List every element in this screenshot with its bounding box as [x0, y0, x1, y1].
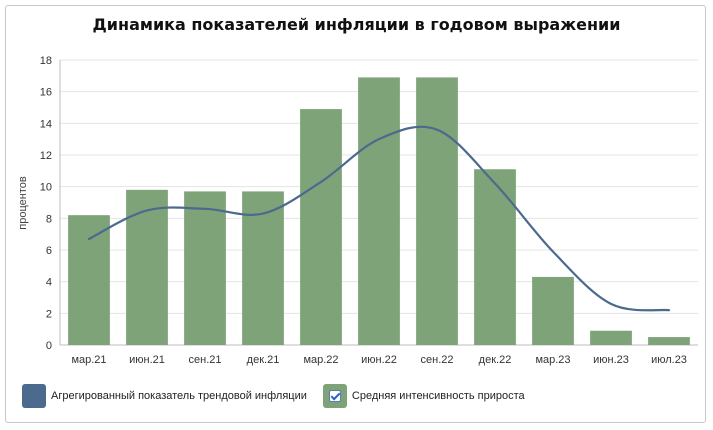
y-tick-label: 12 — [40, 150, 52, 162]
legend-label-intensity: Средняя интенсивность прироста — [351, 390, 525, 402]
bar[interactable] — [300, 109, 342, 345]
bar[interactable] — [358, 77, 400, 346]
y-tick-label: 4 — [46, 277, 52, 289]
y-tick-label: 0 — [46, 340, 52, 352]
checkbox-checked-icon[interactable] — [328, 390, 341, 402]
legend-item-trend[interactable]: Агрегированный показатель трендовой инфл… — [22, 384, 307, 408]
x-tick-label: дек.22 — [479, 354, 512, 366]
chart-frame — [5, 5, 706, 423]
legend: Агрегированный показатель трендовой инфл… — [22, 384, 541, 408]
y-tick-label: 14 — [40, 118, 52, 130]
x-tick-label: июн.22 — [361, 354, 397, 366]
legend-swatch-trend — [22, 384, 46, 408]
x-tick-label: мар.21 — [71, 354, 106, 366]
bar[interactable] — [474, 169, 516, 345]
y-axis-label: процентов — [17, 176, 29, 230]
bar[interactable] — [648, 337, 690, 345]
chart-title: Динамика показателей инфляции в годовом … — [92, 15, 621, 34]
legend-label-trend: Агрегированный показатель трендовой инфл… — [51, 390, 307, 402]
y-tick-label: 10 — [40, 182, 52, 194]
bar[interactable] — [590, 330, 632, 345]
bar[interactable] — [184, 191, 226, 345]
y-tick-label: 2 — [46, 308, 52, 320]
x-tick-label: июл.23 — [651, 354, 687, 366]
x-tick-label: июн.21 — [129, 354, 165, 366]
x-tick-label: мар.23 — [535, 354, 570, 366]
legend-item-intensity[interactable]: Средняя интенсивность прироста — [322, 384, 525, 408]
line-layer — [87, 125, 671, 312]
x-tick-label: сен.21 — [189, 354, 222, 366]
y-tick-label: 6 — [46, 245, 52, 257]
bar-layer — [68, 77, 690, 346]
x-tick-label: июн.23 — [593, 354, 629, 366]
y-tick-label: 8 — [46, 213, 52, 225]
bar[interactable] — [68, 215, 110, 345]
y-tick-label: 16 — [40, 87, 52, 99]
bar[interactable] — [532, 276, 574, 345]
trend-line[interactable] — [87, 125, 671, 312]
bar[interactable] — [416, 77, 458, 346]
legend-swatch-intensity — [322, 384, 347, 408]
x-tick-label: сен.22 — [421, 354, 454, 366]
x-tick-label: мар.22 — [303, 354, 338, 366]
x-tick-label: дек.21 — [247, 354, 280, 366]
y-tick-label: 18 — [40, 55, 52, 67]
bar[interactable] — [242, 191, 284, 345]
bar[interactable] — [126, 189, 168, 345]
